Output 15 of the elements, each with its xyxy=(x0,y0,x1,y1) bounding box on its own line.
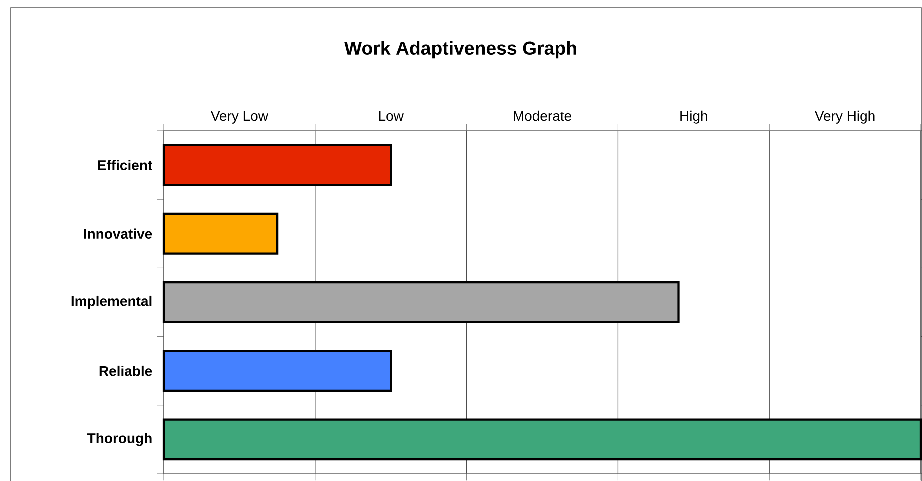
bar xyxy=(162,144,392,186)
y-tick-label: Thorough xyxy=(87,433,152,446)
bar xyxy=(162,282,680,324)
y-tick-label: Efficient xyxy=(98,160,152,170)
text: Low xyxy=(379,111,404,122)
text: High xyxy=(680,110,708,124)
text: Moderate xyxy=(514,110,572,122)
bar xyxy=(162,212,279,255)
bar xyxy=(162,350,392,392)
text: Very Low xyxy=(210,111,269,124)
chart-title: Work Adaptiveness Graph xyxy=(344,41,576,59)
y-tick-label: Implemental xyxy=(72,296,152,310)
y-tick-label: Innovative xyxy=(84,228,152,240)
y-tick-label: Reliable xyxy=(100,366,152,376)
text: Very High xyxy=(815,110,875,124)
